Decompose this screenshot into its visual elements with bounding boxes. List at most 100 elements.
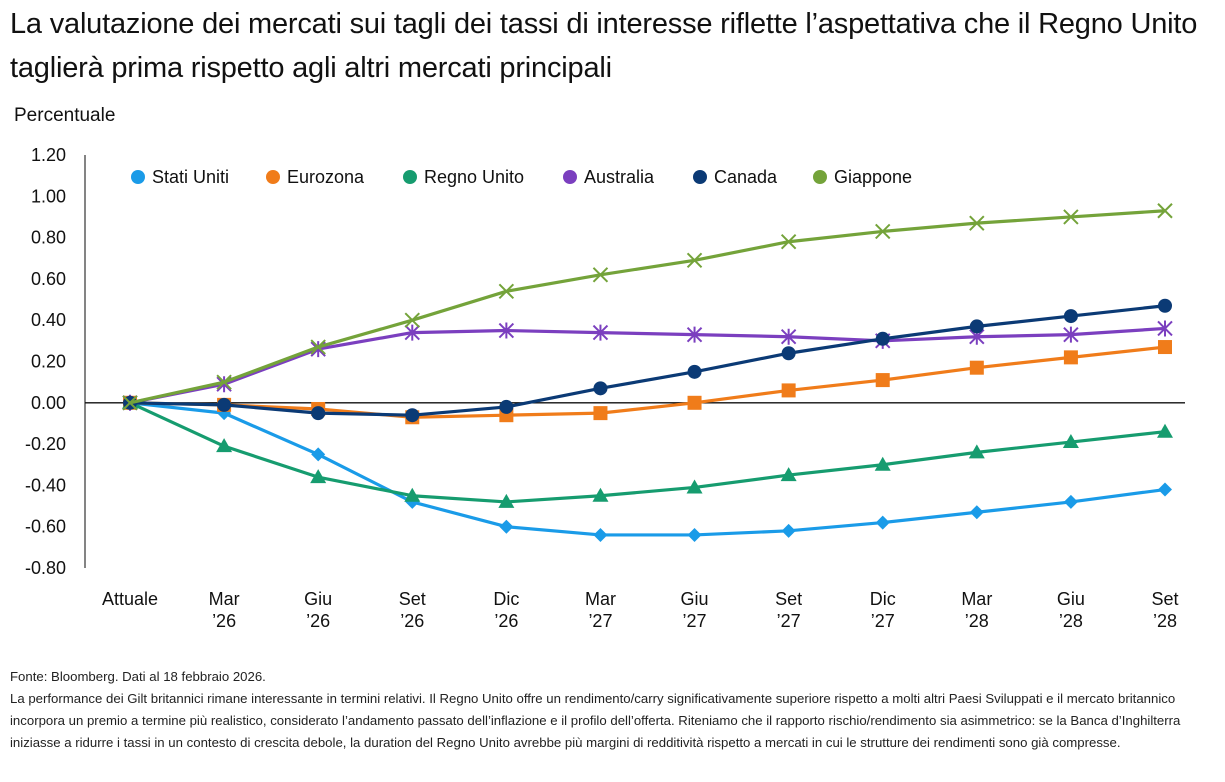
data-point-regno-unito [874,456,891,471]
data-point-stati-uniti [499,519,514,534]
data-point-australia [592,324,609,341]
data-point-australia [404,324,420,341]
data-point-australia [780,328,797,345]
series-line-giappone [129,209,1166,405]
data-point-regno-unito [498,493,515,508]
legend-marker-canada [693,170,707,184]
legend-marker-regno-unito [403,170,417,184]
y-tick-label: 0.40 [31,310,66,330]
legend-label-stati-uniti: Stati Uniti [152,167,229,187]
x-tick-label: Attuale [102,589,158,609]
data-point-eurozona [781,383,796,398]
x-tick-label: ’27 [777,611,801,631]
legend-label-giappone: Giappone [834,167,912,187]
x-tick-label: ’26 [494,611,518,631]
x-tick-label: Set [775,589,802,609]
y-tick-label: 1.20 [31,145,66,165]
x-tick-label: Mar [209,589,240,609]
data-point-canada [499,399,514,414]
legend-label-eurozona: Eurozona [287,167,365,187]
data-point-giappone [780,234,797,250]
data-point-eurozona [1063,350,1078,365]
y-tick-label: -0.60 [25,517,66,537]
legend-label-canada: Canada [714,167,778,187]
data-point-giappone [216,374,232,390]
legend-label-regno-unito: Regno Unito [424,167,524,187]
data-point-regno-unito [404,487,421,502]
x-tick-label: Set [1151,589,1178,609]
data-point-stati-uniti [593,527,608,542]
data-point-regno-unito [968,444,985,459]
chart-title: La valutazione dei mercati sui tagli dei… [10,8,1198,84]
data-point-australia [498,322,515,339]
data-point-regno-unito [1062,434,1079,449]
data-point-giappone [875,223,891,240]
commentary-note: La performance dei Gilt britannici riman… [10,691,1181,750]
data-point-stati-uniti [687,527,702,542]
y-tick-label: -0.80 [25,558,66,578]
x-tick-label: Giu [1057,589,1085,609]
data-point-canada [875,331,890,346]
data-point-canada [217,397,232,412]
data-point-stati-uniti [1063,494,1078,509]
legend-label-australia: Australia [584,167,655,187]
data-point-eurozona [593,406,608,421]
data-point-giappone [310,339,326,355]
y-tick-label: -0.20 [25,434,66,454]
series-line-canada [129,304,1166,417]
x-tick-label: ’28 [965,611,989,631]
data-point-australia [686,326,703,343]
x-tick-label: ’28 [1059,611,1083,631]
x-tick-label: Dic [870,589,896,609]
data-point-canada [781,346,796,361]
legend-marker-australia [563,170,577,184]
data-point-giappone [592,267,609,283]
data-point-giappone [1157,203,1173,219]
data-point-canada [405,408,420,423]
data-point-regno-unito [1157,423,1173,438]
data-point-giappone [498,283,515,299]
series-line-stati-uniti [129,401,1166,537]
data-point-australia [1063,326,1079,343]
x-tick-label: ’28 [1153,611,1177,631]
data-point-giappone [969,215,985,231]
data-point-stati-uniti [1158,482,1172,497]
data-point-giappone [686,252,703,269]
y-tick-label: 0.00 [31,393,66,413]
x-tick-label: Set [399,589,426,609]
x-tick-label: ’26 [212,611,236,631]
data-point-canada [311,406,326,421]
data-point-regno-unito [592,487,609,502]
legend-marker-eurozona [266,170,280,184]
y-tick-label: 0.60 [31,269,66,289]
line-chart: 1.20 1.00 0.80 0.60 0.40 0.20 0.00 -0.20 -0.40 -0… [25,145,1185,631]
x-tick-label: Giu [304,589,332,609]
x-tick-label: ’27 [871,611,895,631]
series-line-eurozona [129,345,1166,419]
data-point-eurozona [1158,340,1172,355]
data-point-regno-unito [216,438,233,453]
data-point-canada [1158,298,1172,313]
data-point-giappone [122,395,138,411]
series-line-regno-unito [129,401,1166,504]
data-point-giappone [404,312,420,328]
data-point-stati-uniti [781,523,796,538]
data-point-giappone [1063,209,1079,225]
data-point-eurozona [687,395,702,410]
data-point-stati-uniti [969,505,984,520]
data-point-canada [593,381,608,396]
x-tick-label: Mar [961,589,992,609]
data-point-regno-unito [780,467,797,482]
series-line-australia [129,326,1166,405]
data-point-canada [969,319,984,334]
y-tick-label: -0.40 [25,475,66,495]
data-point-canada [1063,309,1078,324]
data-point-stati-uniti [311,447,326,462]
data-point-regno-unito [686,479,703,494]
footer: Fonte: Bloomberg. Dati al 18 febbraio 20… [10,666,1220,754]
legend-marker-stati-uniti [131,170,145,184]
legend-marker-giappone [813,170,827,184]
data-point-eurozona [875,373,890,388]
data-point-australia [1157,320,1173,337]
data-point-stati-uniti [875,515,890,530]
